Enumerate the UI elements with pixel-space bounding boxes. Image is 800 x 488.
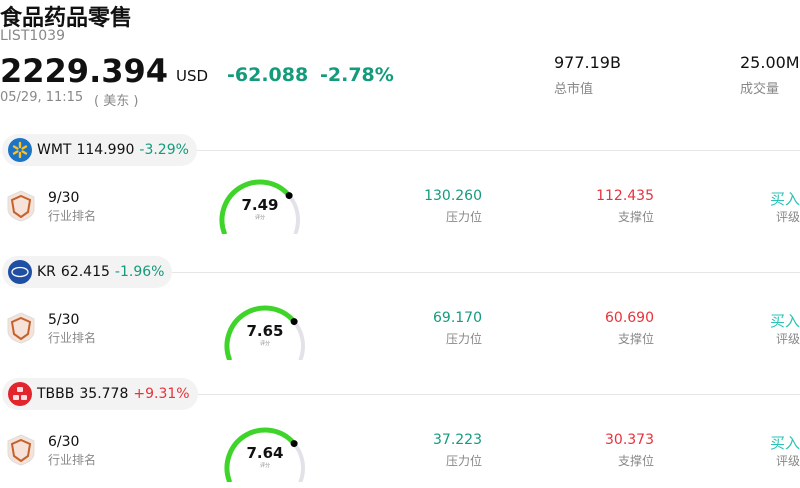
- stock-price: 62.415: [60, 264, 110, 280]
- rank: 9/30: [48, 190, 80, 206]
- rating: 买入: [769, 312, 800, 330]
- rank-label: 行业排名: [48, 331, 97, 345]
- stock-pill[interactable]: KR 62.415 -1.96%: [2, 256, 173, 288]
- resistance: 37.223: [433, 432, 482, 448]
- stock-price: 35.778: [79, 386, 129, 402]
- stat-label: 成交量: [740, 82, 780, 97]
- score: 7.65: [246, 322, 284, 340]
- stat-value: 25.00M: [740, 53, 800, 72]
- separator: [172, 272, 800, 273]
- stock-change: -3.29%: [139, 142, 189, 158]
- support: 60.690: [605, 310, 654, 326]
- stock-ticker: KR: [37, 264, 56, 280]
- support: 112.435: [596, 188, 654, 204]
- score-label: 评分: [259, 341, 270, 347]
- stock-pill[interactable]: WMT 114.990 -3.29%: [2, 134, 197, 166]
- support-label: 支撑位: [617, 454, 654, 468]
- score-gauge: [219, 179, 300, 234]
- rank-icon: [7, 312, 35, 344]
- separator: [198, 394, 800, 395]
- rating-label: 评级: [775, 332, 800, 346]
- resistance: 69.170: [433, 310, 482, 326]
- logo: [8, 260, 32, 284]
- score-gauge: [224, 305, 305, 360]
- resistance-label: 压力位: [445, 210, 482, 224]
- separator: [197, 150, 800, 151]
- support: 30.373: [605, 432, 654, 448]
- resistance-label: 压力位: [445, 454, 482, 468]
- code: LIST1039: [0, 28, 65, 44]
- resistance: 130.260: [424, 188, 482, 204]
- change-pct: -2.78%: [320, 64, 394, 86]
- rank-label: 行业排名: [48, 209, 97, 223]
- stock-change: -1.96%: [114, 264, 165, 280]
- currency: USD: [176, 67, 209, 85]
- rating: 买入: [769, 190, 800, 208]
- score-gauge: [224, 427, 305, 482]
- logo: [8, 138, 32, 162]
- change: -62.088: [227, 64, 309, 86]
- stock-ticker: WMT: [37, 142, 72, 158]
- rating: 买入: [769, 434, 800, 452]
- market: ( 美东 ): [94, 94, 139, 109]
- logo: [8, 382, 32, 406]
- rank-label: 行业排名: [48, 453, 97, 467]
- support-label: 支撑位: [617, 332, 654, 346]
- stock-price: 114.990: [76, 142, 135, 158]
- support-label: 支撑位: [617, 210, 654, 224]
- rank-icon: [7, 434, 35, 466]
- score: 7.64: [246, 444, 284, 462]
- rating-label: 评级: [775, 210, 800, 224]
- score-label: 评分: [254, 215, 265, 221]
- price: 2229.394: [0, 52, 169, 90]
- stock-pill[interactable]: TBBB 35.778 +9.31%: [2, 378, 198, 410]
- stat-label: 总市值: [554, 82, 594, 97]
- rank-icon: [7, 190, 35, 222]
- stat-value: 977.19B: [554, 53, 621, 72]
- title: 食品药品零售: [0, 6, 133, 31]
- rank: 6/30: [48, 434, 80, 450]
- rating-label: 评级: [775, 454, 800, 468]
- rank: 5/30: [48, 312, 80, 328]
- score: 7.49: [241, 196, 279, 214]
- stock-change: +9.31%: [133, 386, 190, 402]
- resistance-label: 压力位: [445, 332, 482, 346]
- score-label: 评分: [259, 463, 270, 469]
- stock-ticker: TBBB: [37, 386, 75, 402]
- time: 05/29, 11:15: [0, 90, 84, 105]
